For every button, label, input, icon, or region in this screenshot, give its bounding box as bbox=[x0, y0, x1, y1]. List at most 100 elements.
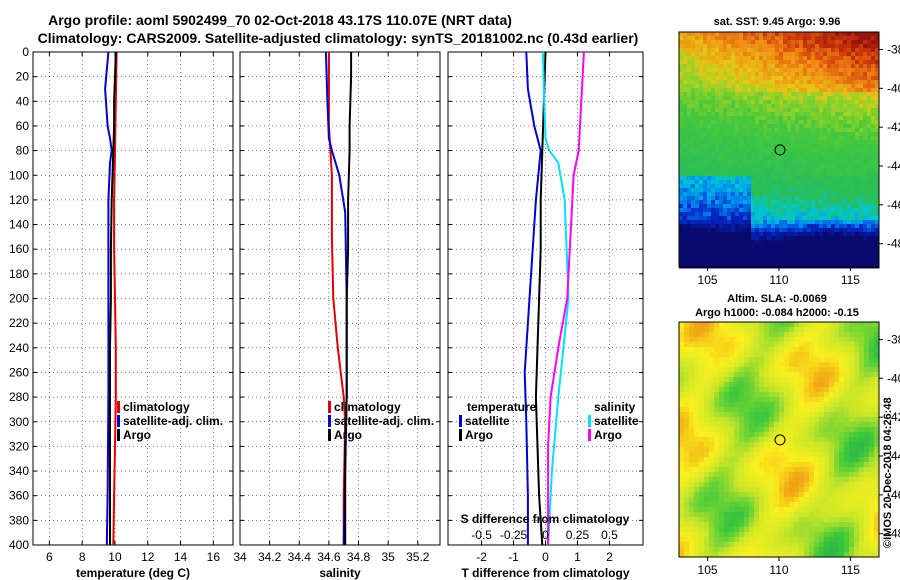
map-cell bbox=[814, 507, 820, 513]
map-cell bbox=[779, 192, 784, 197]
map-cell bbox=[715, 156, 720, 161]
map-cell bbox=[831, 112, 836, 117]
map-cell bbox=[847, 52, 852, 57]
map-cell bbox=[703, 184, 708, 189]
map-cell bbox=[783, 264, 788, 269]
map-cell bbox=[719, 152, 724, 157]
map-cell bbox=[819, 532, 825, 538]
map-cell bbox=[744, 517, 750, 523]
map-cell bbox=[851, 172, 856, 177]
map-cell bbox=[719, 462, 725, 468]
map-cell bbox=[835, 148, 840, 153]
map-cell bbox=[835, 128, 840, 133]
map-cell bbox=[811, 252, 816, 257]
map-cell bbox=[683, 216, 688, 221]
map-cell bbox=[707, 72, 712, 77]
map-cell bbox=[843, 52, 848, 57]
map-cell bbox=[871, 104, 876, 109]
map-cell bbox=[789, 452, 795, 458]
map-cell bbox=[851, 212, 856, 217]
map-cell bbox=[731, 248, 736, 253]
map-cell bbox=[731, 252, 736, 257]
map-cell bbox=[704, 387, 710, 393]
map-cell bbox=[839, 44, 844, 49]
map-cell bbox=[827, 204, 832, 209]
map-cell bbox=[839, 482, 845, 488]
map-cell bbox=[779, 148, 784, 153]
map-cell bbox=[689, 512, 695, 518]
map-cell bbox=[689, 542, 695, 548]
map-cell bbox=[789, 477, 795, 483]
map-cell bbox=[811, 44, 816, 49]
map-cell bbox=[839, 68, 844, 73]
map-cell bbox=[814, 332, 820, 338]
map-cell bbox=[715, 200, 720, 205]
map-cell bbox=[779, 512, 785, 518]
map-cell bbox=[827, 200, 832, 205]
map-cell bbox=[799, 322, 805, 328]
map-cell bbox=[684, 382, 690, 388]
map-cell bbox=[755, 164, 760, 169]
map-cell bbox=[815, 252, 820, 257]
map-cell bbox=[775, 80, 780, 85]
map-cell bbox=[844, 457, 850, 463]
map-cell bbox=[775, 256, 780, 261]
map-cell bbox=[843, 228, 848, 233]
map-cell bbox=[834, 417, 840, 423]
map-cell bbox=[763, 220, 768, 225]
map-cell bbox=[834, 492, 840, 498]
map-cell bbox=[709, 372, 715, 378]
map-cell bbox=[683, 244, 688, 249]
map-cell bbox=[699, 442, 705, 448]
map-cell bbox=[831, 88, 836, 93]
map-cell bbox=[854, 452, 860, 458]
map-cell bbox=[809, 417, 815, 423]
map-cell bbox=[849, 517, 855, 523]
map-cell bbox=[803, 76, 808, 81]
map-cell bbox=[759, 128, 764, 133]
map-cell bbox=[847, 88, 852, 93]
map-cell bbox=[863, 224, 868, 229]
map-cell bbox=[715, 132, 720, 137]
map-cell bbox=[771, 128, 776, 133]
map-cell bbox=[829, 327, 835, 333]
map-cell bbox=[703, 32, 708, 37]
map-cell bbox=[723, 96, 728, 101]
map-cell bbox=[791, 104, 796, 109]
map-cell bbox=[759, 337, 765, 343]
map-cell bbox=[723, 236, 728, 241]
map-cell bbox=[843, 232, 848, 237]
map-cell bbox=[784, 537, 790, 543]
map-cell bbox=[711, 204, 716, 209]
map-cell bbox=[679, 457, 685, 463]
map-cell bbox=[749, 442, 755, 448]
map-cell bbox=[739, 402, 745, 408]
map-cell bbox=[694, 362, 700, 368]
map-cell bbox=[819, 36, 824, 41]
map-cell bbox=[843, 240, 848, 245]
map-cell bbox=[775, 260, 780, 265]
map-cell bbox=[689, 507, 695, 513]
map-cell bbox=[743, 120, 748, 125]
map-cell bbox=[719, 387, 725, 393]
map-cell bbox=[799, 116, 804, 121]
map-cell bbox=[714, 537, 720, 543]
map-cell bbox=[687, 148, 692, 153]
map-cell bbox=[769, 522, 775, 528]
map-cell bbox=[689, 497, 695, 503]
map-cell bbox=[719, 136, 724, 141]
map-cell bbox=[834, 482, 840, 488]
map-cell bbox=[764, 322, 770, 328]
map-cell bbox=[709, 462, 715, 468]
map-cell bbox=[799, 232, 804, 237]
map-cell bbox=[851, 104, 856, 109]
map-cell bbox=[804, 442, 810, 448]
map-cell bbox=[683, 116, 688, 121]
map-cell bbox=[803, 64, 808, 69]
map-cell bbox=[783, 64, 788, 69]
map-cell bbox=[834, 532, 840, 538]
map-cell bbox=[774, 437, 780, 443]
map-cell bbox=[809, 517, 815, 523]
map-cell bbox=[855, 164, 860, 169]
map-cell bbox=[787, 128, 792, 133]
